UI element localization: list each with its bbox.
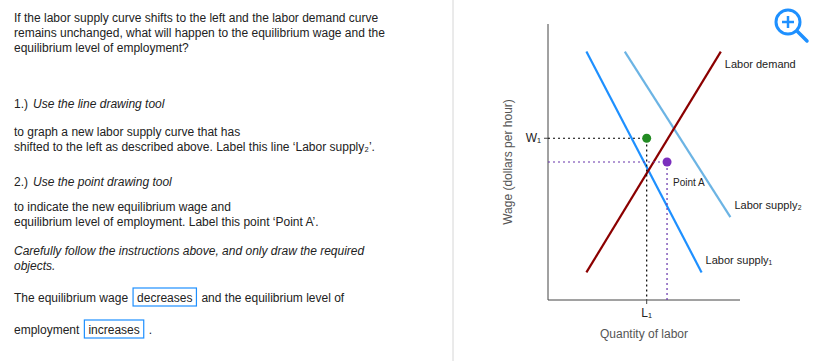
point (663, 158, 672, 167)
point-label: Point A (673, 177, 705, 188)
question-text: Use the point drawing tool (33, 175, 172, 189)
answer-box (133, 288, 196, 306)
line-label: Labor demand (725, 58, 796, 70)
text-line: remains unchanged, what will happen to t… (14, 26, 385, 40)
line-label: Labor supply₂ (734, 199, 801, 211)
y-axis-label: Wage (dollars per hour) (501, 99, 515, 225)
zoom-plus (787, 16, 790, 28)
text-line: equilibrium level of employment? (14, 41, 189, 55)
answer-choice: increases (88, 323, 139, 337)
guide-line (548, 138, 647, 300)
answer-choice: decreases (137, 291, 192, 305)
figure: If the labor supply curve shifts to the … (0, 0, 816, 361)
question-text: Carefully follow the instructions above,… (14, 244, 365, 273)
question-text: Use the line drawing tool (33, 97, 165, 111)
x-axis-label: Quantity of labor (600, 327, 688, 341)
guide-line (548, 162, 667, 300)
divider (453, 0, 454, 361)
text-line: to graph a new labor supply curve that h… (14, 125, 240, 139)
question-text: . (149, 323, 152, 337)
y-tick (544, 138, 548, 139)
zoom-icon (776, 10, 807, 41)
question-text: employment (14, 323, 80, 337)
text-line: shifted to the left as described above. … (14, 140, 375, 154)
question-text: to indicate the new equilibrium wage and… (14, 200, 319, 229)
point (642, 134, 651, 143)
plot-area (548, 52, 730, 300)
text-line: equilibrium level of employment. Label t… (14, 215, 319, 229)
answer-box (84, 320, 143, 338)
question-text: The equilibrium wage (14, 291, 128, 305)
text-line: to indicate the new equilibrium wage and (14, 200, 231, 214)
x-axis (548, 300, 740, 301)
x-tick (646, 300, 647, 304)
y-tick-label: W₁ (526, 131, 541, 145)
text-line: Carefully follow the instructions above,… (14, 244, 365, 258)
question-text: 2.) (14, 175, 28, 189)
labels: Labor supply₁ Labor supply₂ Labor demand Po… (673, 58, 802, 267)
question-text: to graph a new labor supply curve that h… (14, 125, 375, 154)
zoom-handle (797, 31, 807, 41)
line-label: Labor supply₁ (706, 254, 773, 266)
text-line: If the labor supply curve shifts to the … (14, 11, 379, 25)
question-text: If the labor supply curve shifts to the … (14, 11, 385, 55)
question-text: and the equilibrium level of (201, 291, 344, 305)
question-text: 1.) (14, 97, 28, 111)
x-tick-label: L₁ (641, 306, 652, 320)
text-line: objects. (14, 259, 55, 273)
curve (625, 52, 731, 218)
